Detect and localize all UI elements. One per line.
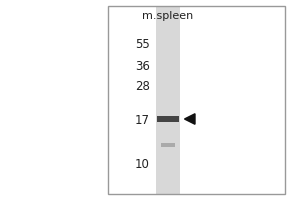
- Text: 55: 55: [135, 38, 150, 50]
- Bar: [161, 143, 175, 147]
- Text: 36: 36: [135, 60, 150, 72]
- Polygon shape: [184, 114, 195, 124]
- Text: 28: 28: [135, 80, 150, 92]
- Bar: [157, 116, 179, 122]
- Text: 10: 10: [135, 158, 150, 170]
- Bar: [156, 6, 180, 194]
- Text: m.spleen: m.spleen: [142, 11, 194, 21]
- Text: 17: 17: [135, 114, 150, 127]
- Bar: [108, 6, 285, 194]
